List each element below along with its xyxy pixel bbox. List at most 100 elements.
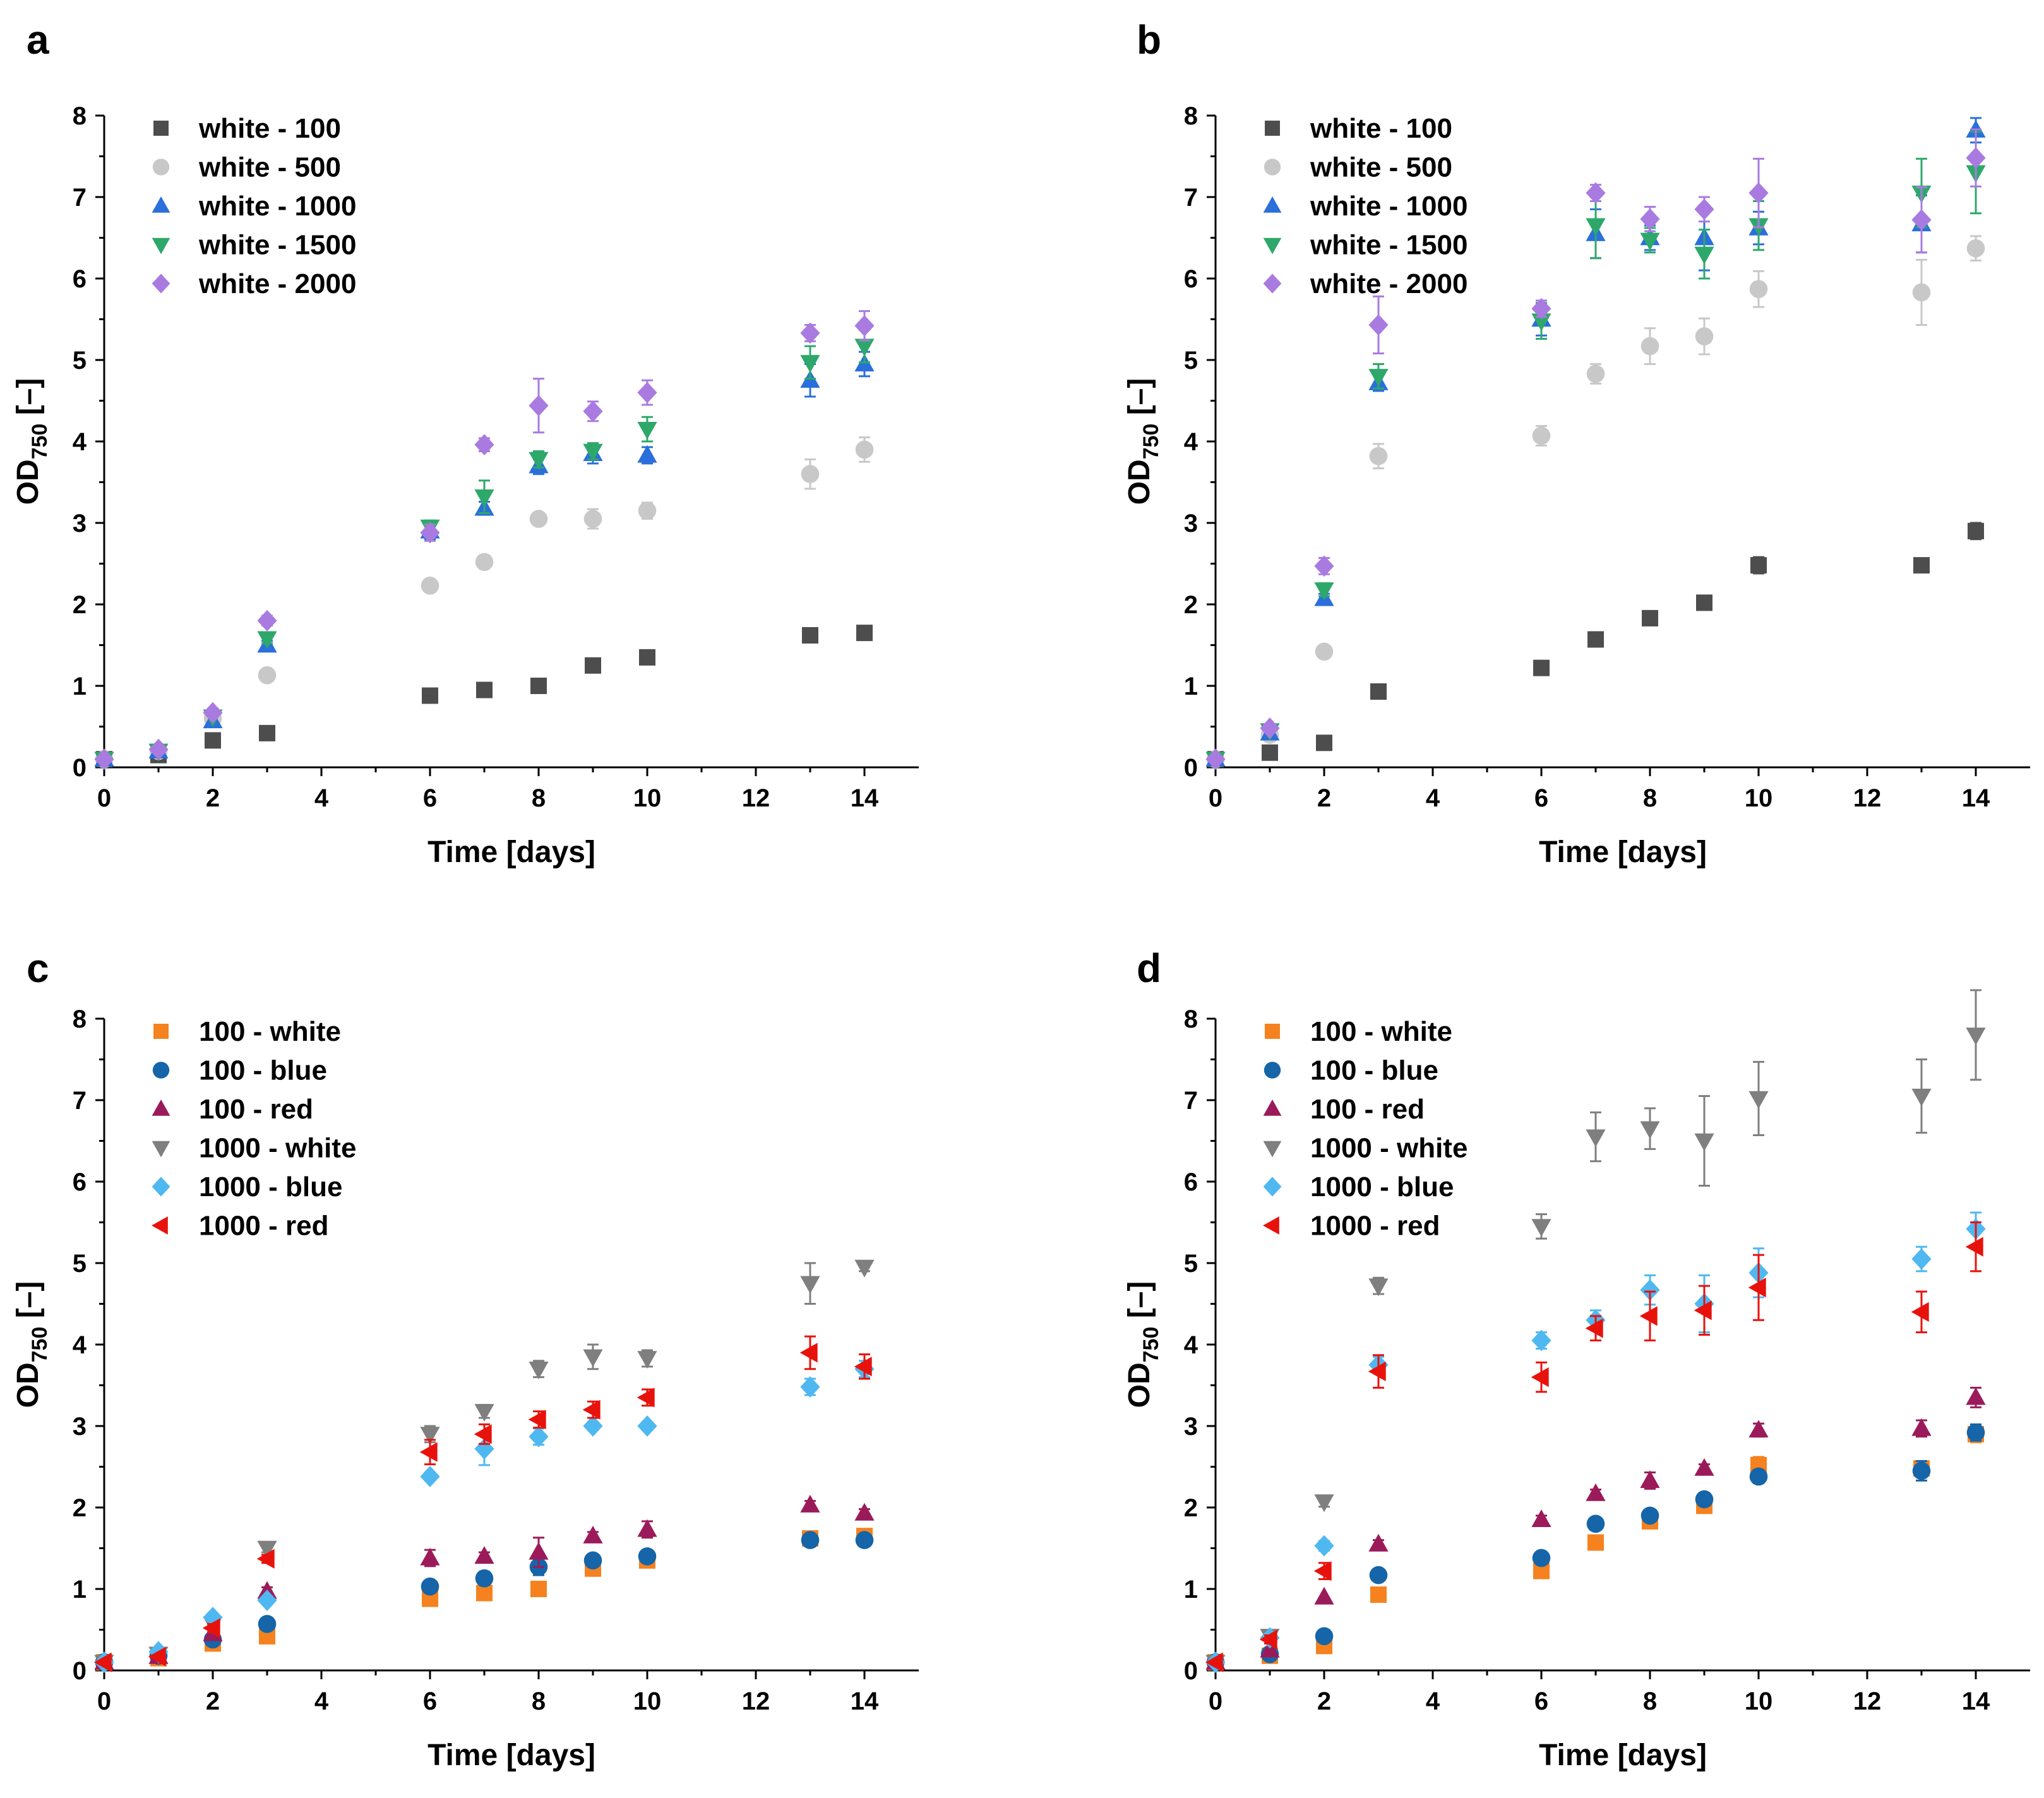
legend-marker <box>152 196 170 213</box>
y-axis-title-unit: [–] <box>11 1281 45 1327</box>
series-1000-red <box>1205 1221 1983 1672</box>
panel-letter: c <box>27 945 49 991</box>
data-point <box>422 1590 438 1607</box>
legend: white - 100 white - 500 white - 1000 white … <box>1263 113 1467 299</box>
y-tick-label: 8 <box>1184 102 1198 130</box>
x-tick-label: 4 <box>314 1687 329 1715</box>
data-point <box>1531 297 1551 320</box>
x-axis-title: Time [days] <box>1539 1739 1707 1772</box>
data-point <box>530 1581 547 1597</box>
y-tick-label: 0 <box>73 754 87 782</box>
data-point <box>474 1424 492 1444</box>
data-point <box>1314 555 1334 577</box>
y-tick-label: 3 <box>1184 510 1198 537</box>
y-axis-title-subscript: 750 <box>1139 1327 1163 1363</box>
data-point <box>476 1585 493 1602</box>
data-point <box>800 1376 820 1398</box>
data-point <box>421 577 439 595</box>
data-point <box>1260 717 1280 739</box>
y-tick-label: 3 <box>1184 1413 1198 1441</box>
data-point <box>1205 1652 1223 1672</box>
x-tick-label: 0 <box>1209 784 1222 812</box>
data-point <box>637 1519 657 1537</box>
legend-marker <box>152 1141 170 1158</box>
x-axis-title: Time [days] <box>427 836 595 869</box>
x-tick-label: 10 <box>633 1687 662 1715</box>
y-axis-title-unit: [–] <box>1123 1281 1156 1327</box>
series-white-1500 <box>1205 131 1986 770</box>
data-point <box>1640 1470 1660 1489</box>
data-point <box>529 395 549 417</box>
y-tick-label: 2 <box>1184 591 1198 619</box>
y-tick-label: 4 <box>1184 428 1198 456</box>
data-point <box>1531 313 1551 332</box>
series-white-2000 <box>94 310 875 770</box>
y-axis-title-unit: [–] <box>1123 378 1156 424</box>
data-point <box>637 1387 655 1408</box>
data-point <box>1641 1506 1659 1525</box>
data-point <box>854 315 875 337</box>
legend: white - 100 white - 500 white - 1000 white … <box>152 113 356 299</box>
data-point <box>205 732 221 749</box>
y-axis-title-main: OD <box>11 459 45 505</box>
legend-label: white - 500 <box>1310 152 1452 183</box>
data-point <box>1966 239 1985 258</box>
y-tick-label: 7 <box>73 1087 87 1115</box>
legend-marker <box>1263 1100 1282 1116</box>
y-tick-label: 5 <box>73 347 87 375</box>
data-point <box>1966 1028 1986 1046</box>
x-tick-label: 2 <box>206 1687 220 1715</box>
data-point <box>1912 283 1931 302</box>
y-tick-label: 0 <box>1184 1657 1198 1685</box>
x-tick-label: 14 <box>851 784 879 812</box>
data-point <box>1748 1278 1766 1298</box>
data-point <box>1695 1490 1714 1509</box>
series-white-2000 <box>1205 128 1986 770</box>
data-point <box>474 1438 494 1460</box>
data-point <box>1586 364 1605 383</box>
y-tick-label: 8 <box>73 102 87 130</box>
x-tick-label: 8 <box>532 784 546 812</box>
data-point <box>257 1540 277 1559</box>
data-point <box>1966 1387 1986 1405</box>
data-point <box>475 553 494 572</box>
series-100-red <box>1205 1386 1986 1670</box>
data-point <box>1640 1279 1660 1301</box>
data-point <box>1205 748 1226 770</box>
x-tick-label: 4 <box>314 784 329 812</box>
data-point <box>855 1531 874 1549</box>
legend-label: white - 1000 <box>198 191 356 222</box>
x-tick-label: 6 <box>1534 784 1548 812</box>
data-point <box>1586 1514 1605 1533</box>
x-tick-label: 8 <box>1643 1687 1657 1715</box>
x-tick-label: 2 <box>1317 1687 1331 1715</box>
x-tick-label: 6 <box>423 1687 437 1715</box>
data-point <box>474 489 494 507</box>
legend-marker <box>1264 1062 1281 1079</box>
y-tick-label: 0 <box>73 1657 87 1685</box>
data-point <box>1314 1586 1334 1605</box>
data-point <box>1913 557 1930 574</box>
data-point <box>1587 631 1604 648</box>
series-white-1500 <box>94 328 875 770</box>
data-point <box>1531 1367 1549 1387</box>
data-point <box>1911 1302 1929 1322</box>
y-tick-label: 2 <box>73 1494 87 1522</box>
data-point <box>420 1466 440 1487</box>
legend-marker <box>152 273 170 294</box>
y-axis-title: OD750 [–] <box>1123 378 1163 505</box>
data-point <box>637 381 657 404</box>
data-point <box>1586 218 1606 236</box>
y-tick-label: 0 <box>1184 754 1198 782</box>
legend-marker <box>1263 1177 1282 1197</box>
x-tick-label: 4 <box>1426 1687 1440 1715</box>
data-point <box>1370 1586 1387 1603</box>
data-point <box>1368 314 1389 336</box>
data-point <box>1585 1318 1603 1338</box>
data-point <box>1966 1423 1985 1442</box>
y-axis-title-subscript: 750 <box>28 424 52 460</box>
series-white-500 <box>1206 235 1985 769</box>
data-point <box>1640 1121 1660 1139</box>
x-tick-label: 2 <box>1317 784 1331 812</box>
data-point <box>1911 1248 1932 1270</box>
